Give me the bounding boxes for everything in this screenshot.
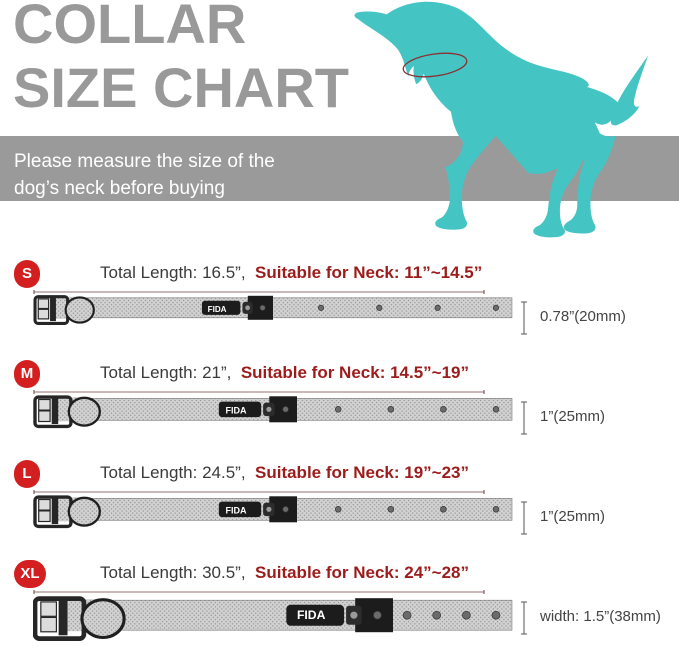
svg-text:FIDA: FIDA — [226, 505, 247, 515]
svg-text:FIDA: FIDA — [208, 305, 227, 314]
svg-text:FIDA: FIDA — [297, 608, 326, 622]
svg-text:FIDA: FIDA — [226, 405, 247, 415]
